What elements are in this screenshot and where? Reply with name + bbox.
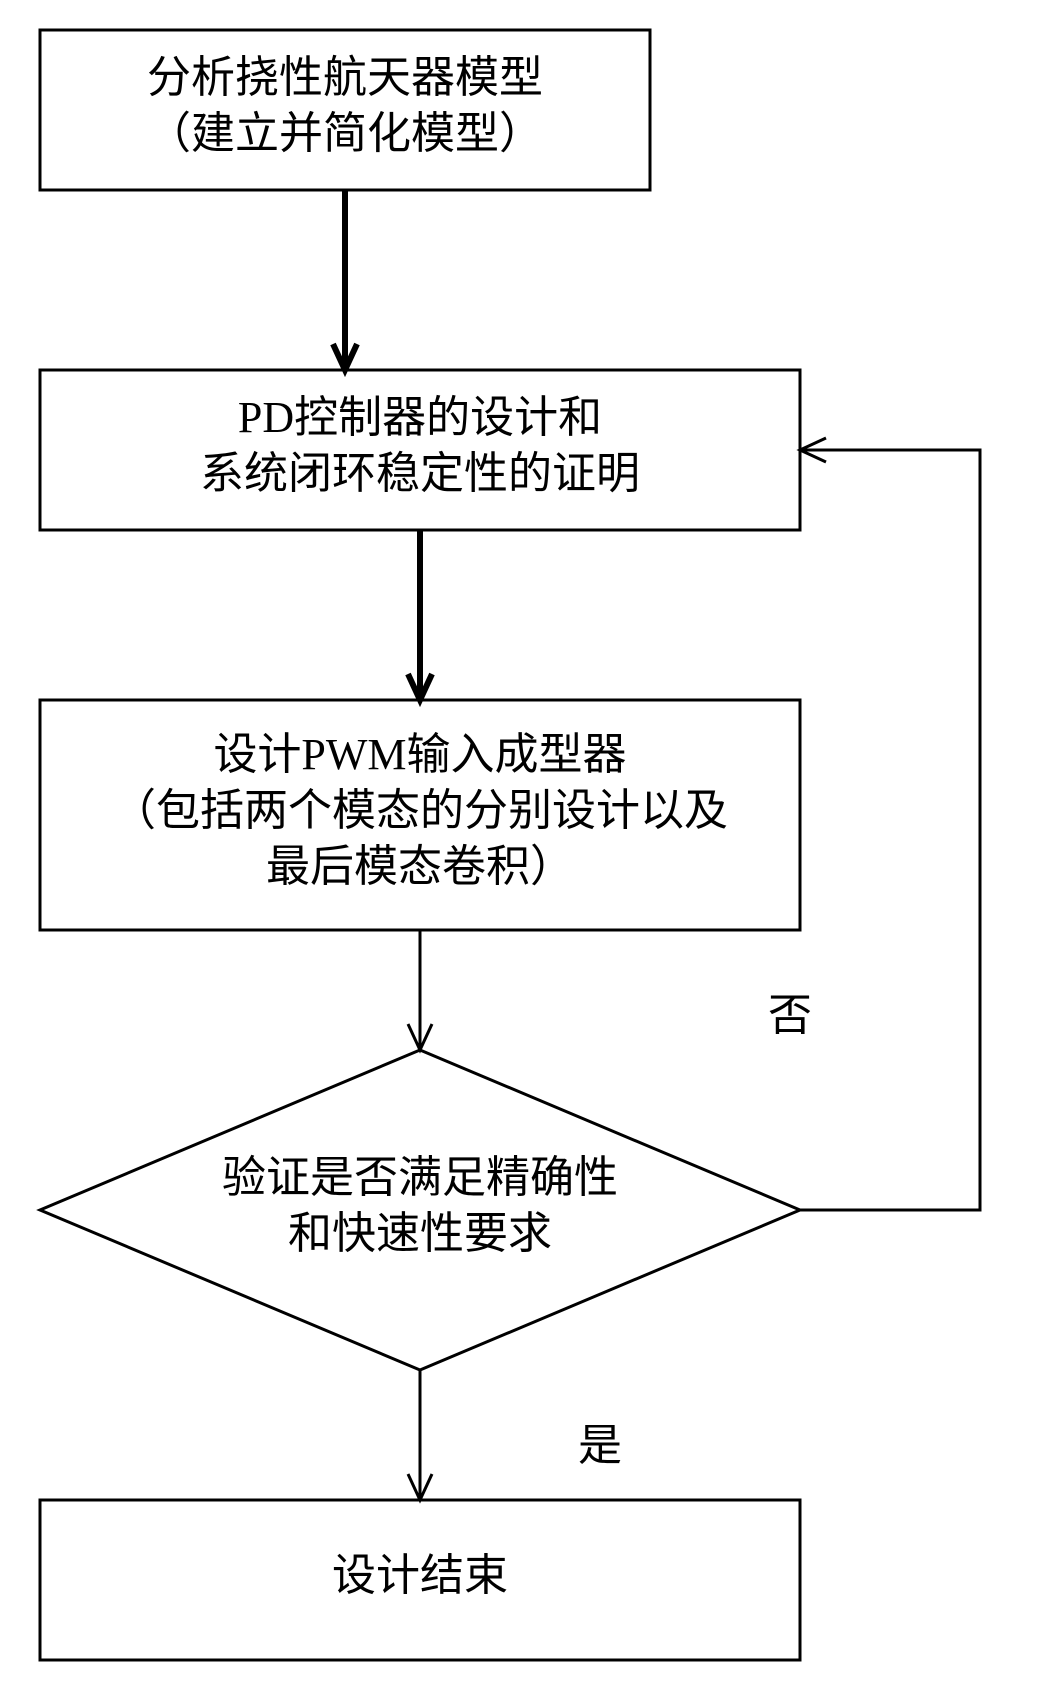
box3-text-line-0: 设计PWM输入成型器 xyxy=(213,730,626,779)
label_no: 否 xyxy=(768,991,812,1040)
box3-text-line-1: （包括两个模态的分别设计以及 xyxy=(112,786,728,835)
decision-text-line-1: 和快速性要求 xyxy=(288,1209,552,1258)
e5_feedback xyxy=(800,450,980,1210)
box5-text-line-0: 设计结束 xyxy=(332,1551,508,1600)
box1-text-line-1: （建立并简化模型） xyxy=(147,109,543,158)
box2-text-line-1: 系统闭环稳定性的证明 xyxy=(200,449,640,498)
label_yes: 是 xyxy=(578,1421,622,1470)
decision-text-line-0: 验证是否满足精确性 xyxy=(222,1153,618,1202)
box2-text-line-0: PD控制器的设计和 xyxy=(238,393,602,442)
box3-text-line-2: 最后模态卷积） xyxy=(266,842,574,891)
box1-text-line-0: 分析挠性航天器模型 xyxy=(147,53,543,102)
